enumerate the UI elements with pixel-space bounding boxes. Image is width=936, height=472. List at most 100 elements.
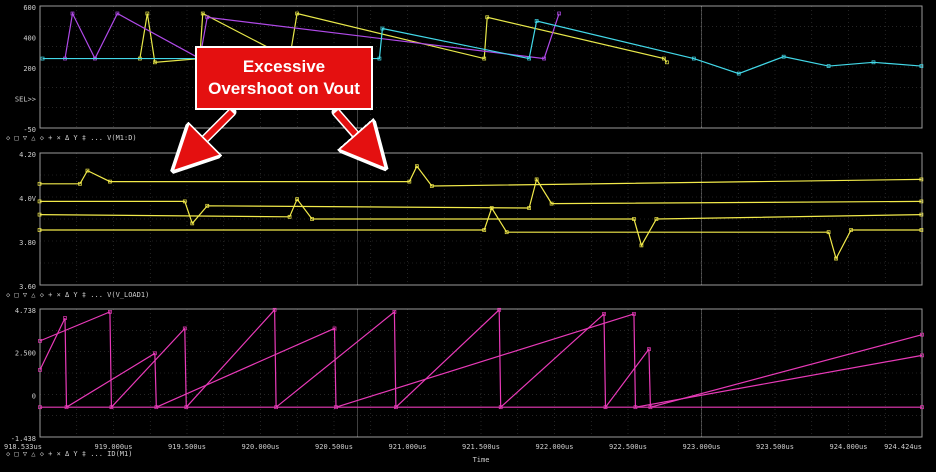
x-tick-label: 919.000us	[95, 443, 133, 451]
trace-point	[489, 206, 494, 210]
panel-bottom: 4.738 2.500 0 -1.438 ◇ □ ▽ △ ◇ + × Δ Y ‡ ...…	[4, 307, 924, 464]
trace-point	[190, 221, 195, 226]
trace-point	[38, 339, 42, 343]
callout-arrows	[176, 107, 382, 168]
trace-point	[205, 203, 210, 208]
trace-point	[377, 56, 382, 61]
trace-point	[205, 15, 210, 20]
trace-point	[482, 56, 487, 61]
trace-point	[834, 256, 838, 261]
trace-point	[639, 243, 644, 248]
x-tick-label: 920.500us	[315, 443, 353, 451]
trace-point	[145, 11, 150, 16]
y-tick-label: 0	[32, 392, 36, 400]
x-tick-label: 920.000us	[242, 443, 280, 451]
trace-point	[295, 11, 299, 16]
trace-point	[152, 351, 157, 356]
trace-point	[332, 326, 337, 331]
trace-point	[527, 56, 531, 61]
panel-frame	[39, 5, 923, 129]
panel-frame	[39, 308, 923, 438]
trace-point	[115, 11, 120, 16]
trace-point	[871, 60, 876, 65]
trace-point	[549, 201, 554, 206]
legend-top: ◇ □ ▽ △ ◇ + × Δ Y ‡ ... V(M1:D)	[6, 134, 137, 142]
trace-point	[70, 11, 75, 16]
callout-arrow-right-fill	[333, 110, 379, 161]
y-tick-label: 200	[23, 65, 36, 73]
trace-point	[504, 230, 509, 235]
trace-point	[557, 11, 561, 16]
trace-point	[37, 228, 42, 232]
y-tick-label: 3.80	[19, 239, 36, 247]
trace-middle-1	[39, 177, 922, 225]
trace-point	[647, 347, 651, 352]
trace-point	[662, 56, 666, 61]
x-tick-label: 924.424us	[884, 443, 922, 451]
callout-line-1: Excessive	[242, 57, 326, 76]
y-tick-label: -50	[23, 126, 36, 134]
x-tick-label: 919.500us	[168, 443, 206, 451]
trace-point	[407, 179, 412, 184]
trace-point	[919, 64, 924, 68]
trace-point	[826, 64, 831, 68]
trace-point	[200, 11, 205, 16]
x-tick-label: 921.500us	[462, 443, 500, 451]
x-tick-label: 918.533us	[4, 443, 42, 451]
y-tick-label: 4.20	[19, 151, 36, 159]
trace-point	[38, 368, 42, 372]
trace-point	[736, 71, 741, 76]
trace-point	[485, 15, 490, 20]
trace-point	[182, 199, 187, 204]
trace-bottom-1	[39, 313, 923, 409]
trace-point	[78, 181, 82, 186]
x-tick-label: 922.500us	[609, 443, 647, 451]
trace-point	[392, 310, 397, 314]
trace-point	[37, 181, 42, 186]
callout-line-2: Overshoot on Vout	[208, 79, 360, 98]
trace-point	[152, 60, 157, 65]
trace-point	[534, 19, 539, 23]
trace-point	[826, 230, 831, 235]
trace-point	[63, 316, 67, 320]
x-axis-title: Time	[473, 456, 490, 464]
x-tick-label: 921.000us	[389, 443, 427, 451]
trace-point	[527, 206, 531, 210]
y-tick-label: 3.60	[19, 283, 36, 291]
trace-point	[920, 332, 924, 337]
trace-point	[482, 228, 487, 232]
legend-middle: ◇ □ ▽ △ ◇ + × Δ Y ‡ ... V(V_LOAD1)	[6, 291, 149, 299]
trace-middle-2	[39, 198, 922, 247]
trace-bottom-0	[39, 308, 923, 409]
panel-top: 600 400 200 SEL>> -50◇ □ ▽ △ ◇ + × Δ Y ‡ ...…	[6, 4, 924, 142]
trace-point	[108, 310, 112, 314]
trace-middle-0	[39, 165, 922, 187]
trace-point	[542, 56, 546, 61]
x-tick-label: 924.000us	[830, 443, 868, 451]
trace-point	[919, 199, 924, 204]
trace-point	[40, 56, 45, 61]
y-tick-label: 4.738	[15, 307, 36, 315]
trace-point	[919, 177, 924, 182]
trace-point	[37, 212, 42, 217]
y-tick-label: 400	[23, 35, 36, 43]
x-tick-label: 922.000us	[536, 443, 574, 451]
trace-point	[287, 214, 292, 219]
trace-point	[497, 307, 502, 312]
overshoot-callout: Excessive Overshoot on Vout	[195, 46, 373, 110]
trace-point	[691, 56, 696, 61]
trace-point	[37, 199, 42, 204]
callout-arrow-left-fill	[180, 109, 235, 164]
trace-point	[920, 353, 924, 358]
trace-point	[38, 405, 42, 410]
trace-point	[182, 326, 187, 331]
y-tick-label: 4.0V	[19, 195, 37, 203]
trace-point	[272, 307, 277, 312]
trace-point	[665, 60, 669, 65]
y-tick-label: 600	[23, 4, 36, 12]
trace-point	[654, 217, 659, 221]
trace-point	[602, 312, 606, 316]
trace-point	[380, 26, 385, 31]
trace-point	[920, 405, 924, 410]
